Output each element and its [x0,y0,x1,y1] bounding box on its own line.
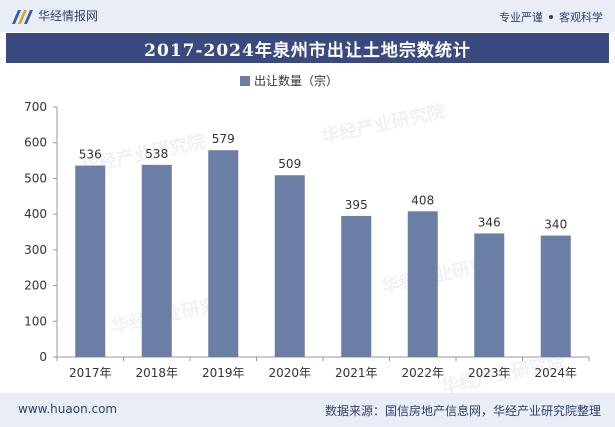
y-tick-label: 500 [24,171,47,185]
y-tick-label: 200 [24,279,47,293]
bar [75,165,106,357]
x-tick-label: 2017年 [69,366,112,380]
y-tick-label: 600 [24,136,47,150]
x-tick-label: 2020年 [268,366,311,380]
x-tick-label: 2019年 [202,366,245,380]
brand[interactable]: 华经情报网 [12,7,98,24]
data-label: 340 [544,218,567,232]
y-tick-label: 400 [24,207,47,221]
slogan-left: 专业严谨 [499,11,543,24]
bar [208,150,239,357]
footer-source: 数据来源：国信房地产信息网，华经产业研究院整理 [324,404,601,418]
title-bar: 2017-2024年泉州市出让土地宗数统计 [6,33,609,63]
x-tick-label: 2023年 [468,366,511,380]
x-tick-label: 2022年 [401,366,444,380]
x-tick-label: 2021年 [335,366,378,380]
y-tick-label: 300 [24,243,47,257]
chart-title: 2017-2024年泉州市出让土地宗数统计 [144,40,471,61]
y-tick-label: 700 [24,100,47,114]
data-label: 536 [79,148,102,162]
bar [274,175,305,357]
chart-legend: 出让数量（宗） [240,72,338,89]
bar [407,211,438,357]
legend-label: 出让数量（宗） [254,74,339,88]
data-label: 579 [212,132,235,146]
data-label: 346 [478,215,501,229]
separator-dot-icon [549,15,553,19]
slogan: 专业严谨 客观科学 [499,9,603,25]
x-tick-label: 2024年 [534,366,577,380]
data-label: 538 [145,147,168,161]
brand-name: 华经情报网 [38,9,99,23]
data-label: 395 [345,198,368,212]
data-label: 509 [278,157,301,171]
y-tick-label: 0 [39,350,47,364]
bar [540,235,571,357]
bar [141,164,172,357]
slogan-right: 客观科学 [559,11,603,24]
legend-swatch [240,75,250,86]
y-tick-label: 100 [24,314,47,328]
footer-band: www.huaon.com 数据来源：国信房地产信息网，华经产业研究院整理 [0,393,615,427]
bar [341,215,372,357]
footer-url[interactable]: www.huaon.com [18,402,118,416]
data-label: 408 [411,193,434,207]
x-tick-label: 2018年 [135,366,178,380]
logo-icon [12,9,33,24]
top-header-band: 华经情报网 专业严谨 客观科学 [0,0,615,32]
bar [474,233,505,357]
